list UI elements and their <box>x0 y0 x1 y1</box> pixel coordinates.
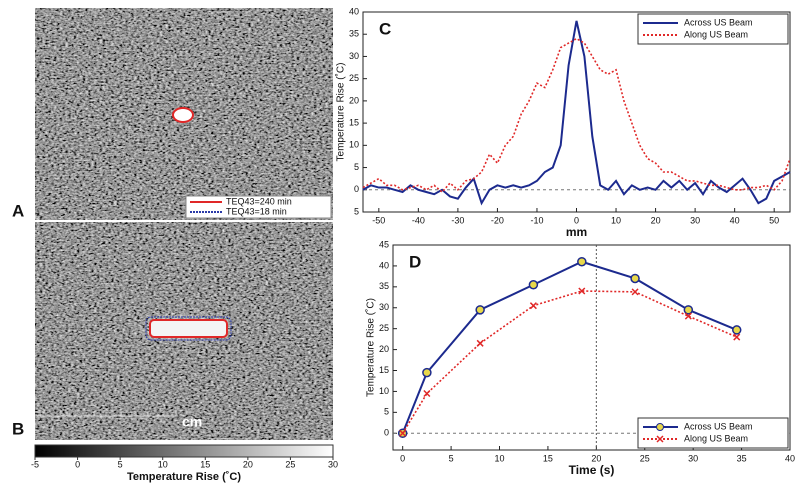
series-line <box>362 37 791 194</box>
y-tick-label: 10 <box>349 140 359 150</box>
x-tick-label: 5 <box>449 453 454 463</box>
marker <box>684 312 692 320</box>
colorbar-tick-label: 30 <box>328 459 338 469</box>
y-tick-label: 10 <box>379 386 389 396</box>
colorbar-tick-label: 15 <box>200 459 210 469</box>
y-tick-label: 20 <box>349 95 359 105</box>
panel-label: D <box>409 252 421 271</box>
marker <box>683 305 694 315</box>
y-tick-label: 25 <box>379 323 389 333</box>
x-tick-label: -30 <box>451 215 464 225</box>
colorbar-tick-label: 5 <box>118 459 123 469</box>
legend-label: TEQ43=240 min <box>226 196 292 206</box>
x-tick-label: 40 <box>785 453 795 463</box>
legend-box <box>637 417 789 449</box>
legend-box <box>185 195 332 219</box>
legend-marker <box>656 423 664 431</box>
panel-label: A <box>12 201 24 220</box>
x-tick-label: -20 <box>491 215 504 225</box>
contour <box>149 319 228 338</box>
panel-label: B <box>12 419 24 438</box>
x-tick-label: 0 <box>574 215 579 225</box>
x-tick-label: 40 <box>730 215 740 225</box>
x-tick-label: -40 <box>412 215 425 225</box>
y-tick-label: 15 <box>349 117 359 127</box>
colorbar-label: Temperature Rise (˚C) <box>127 471 241 483</box>
legend-label: Across US Beam <box>684 17 753 27</box>
y-tick-label: 5 <box>384 407 389 417</box>
y-tick-label: 20 <box>379 344 389 354</box>
marker <box>578 287 586 295</box>
x-tick-label: 0 <box>400 453 405 463</box>
x-tick-label: -50 <box>372 215 385 225</box>
y-tick-label: 0 <box>354 184 359 194</box>
y-tick-label: 0 <box>384 428 389 438</box>
marker <box>475 305 485 315</box>
marker <box>423 389 431 398</box>
y-axis-label: Temperature Rise (˚C) <box>365 298 377 397</box>
marker <box>631 288 639 296</box>
x-tick-label: 30 <box>690 215 700 225</box>
legend-label: Along US Beam <box>684 29 748 39</box>
plot-area <box>362 11 791 213</box>
marker <box>422 367 432 378</box>
x-tick-label: 10 <box>611 215 621 225</box>
y-tick-label: 5 <box>354 206 359 216</box>
marker <box>630 273 640 284</box>
marker <box>476 339 484 347</box>
legend-marker <box>656 435 664 443</box>
x-tick-label: -10 <box>530 215 543 225</box>
scale-bar <box>39 410 177 417</box>
legend-label: Across US Beam <box>684 421 753 431</box>
y-tick-label: 5 <box>354 162 359 172</box>
marker <box>733 333 741 341</box>
panel-label: C <box>379 19 391 38</box>
colorbar-tick-label: 0 <box>75 459 80 469</box>
marker <box>529 302 537 310</box>
legend-box <box>637 13 789 45</box>
x-axis-label: Time (s) <box>569 463 615 477</box>
y-tick-label: 40 <box>349 6 359 16</box>
x-tick-label: 30 <box>688 453 698 463</box>
y-tick-label: 15 <box>379 365 389 375</box>
x-tick-label: 10 <box>495 453 505 463</box>
x-axis-label: mm <box>566 225 587 239</box>
x-tick-label: 15 <box>543 453 553 463</box>
y-tick-label: 30 <box>379 302 389 312</box>
marker <box>731 325 742 335</box>
colorbar-tick-label: 20 <box>243 459 253 469</box>
marker <box>528 279 539 290</box>
y-tick-label: 45 <box>379 239 389 249</box>
y-tick-label: 35 <box>379 281 389 291</box>
series-line <box>362 20 791 206</box>
x-tick-label: 20 <box>591 453 601 463</box>
marker <box>399 429 407 437</box>
y-tick-label: 40 <box>379 260 389 270</box>
colorbar-tick-label: -5 <box>31 459 39 469</box>
colorbar-tick-label: 10 <box>158 459 168 469</box>
plot-area <box>392 244 791 451</box>
marker <box>577 256 587 267</box>
legend-label: Along US Beam <box>684 433 748 443</box>
series-line <box>401 290 738 434</box>
x-tick-label: 50 <box>769 215 779 225</box>
contour <box>145 316 232 341</box>
x-tick-label: 20 <box>651 215 661 225</box>
legend-label: TEQ43=18 min <box>226 206 287 216</box>
y-tick-label: 30 <box>349 51 359 61</box>
scale-label: cm <box>182 414 202 430</box>
series-line <box>401 260 738 434</box>
colorbar-tick-label: 25 <box>285 459 295 469</box>
x-tick-label: 25 <box>640 453 650 463</box>
y-axis-label: Temperature Rise (˚C) <box>335 63 347 162</box>
contour <box>172 107 194 123</box>
colorbar <box>34 444 334 458</box>
x-tick-label: 35 <box>737 453 747 463</box>
y-tick-label: 35 <box>349 29 359 39</box>
y-tick-label: 25 <box>349 73 359 83</box>
